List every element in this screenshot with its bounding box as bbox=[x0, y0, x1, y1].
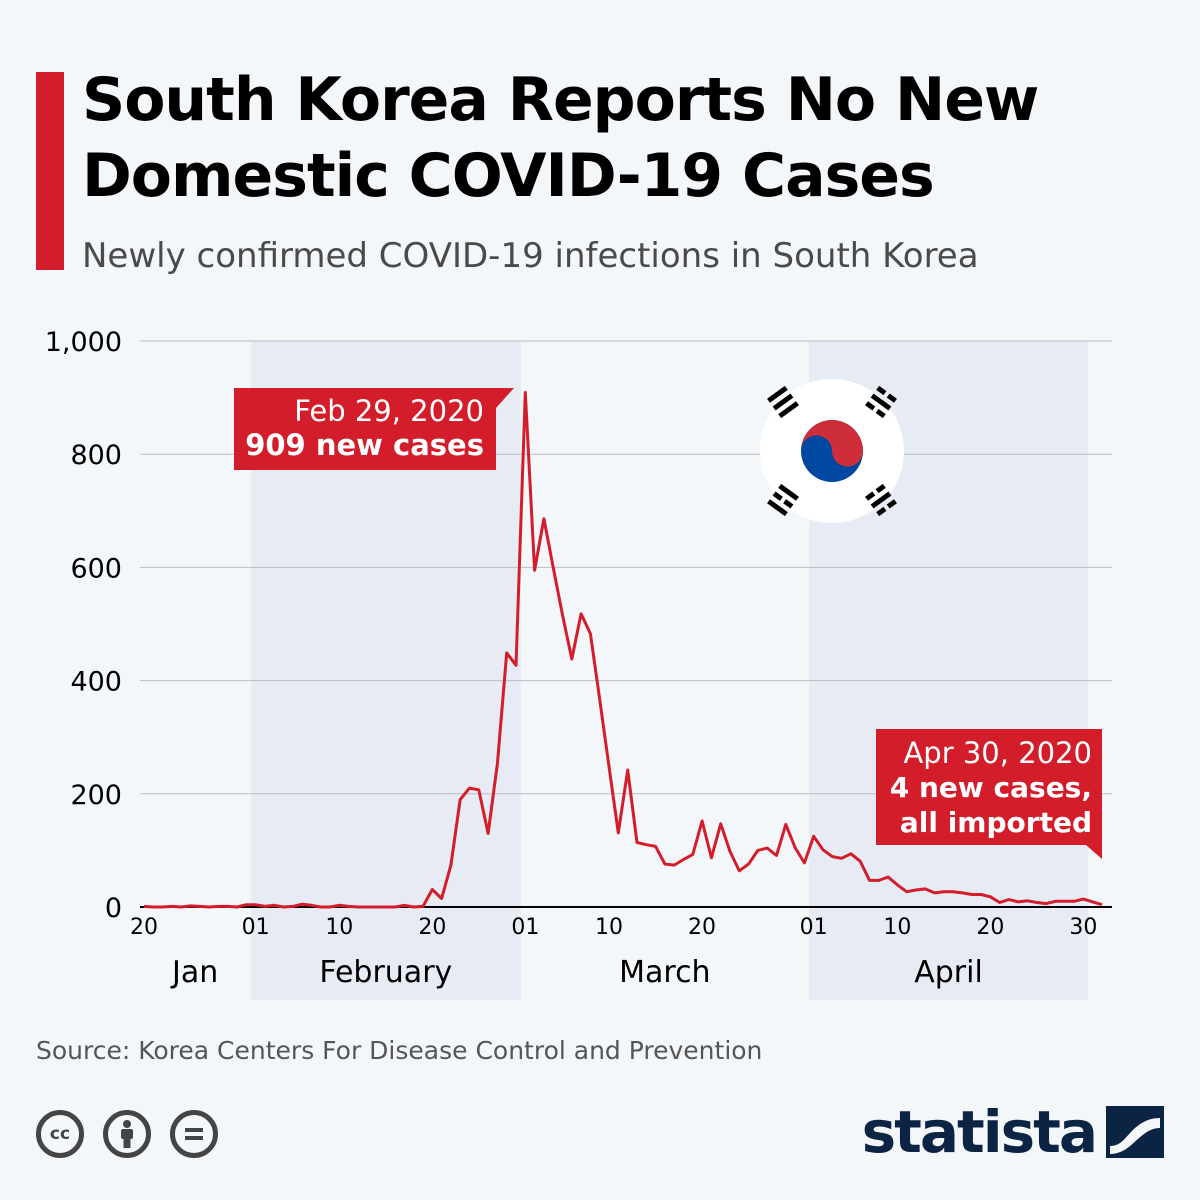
annotation-peak-text: 909 new cases bbox=[245, 428, 484, 462]
x-tick-label: 20 bbox=[418, 915, 446, 940]
brand-wordmark: statista bbox=[861, 1098, 1098, 1166]
page-title: South Korea Reports No New Domestic COVI… bbox=[82, 65, 1039, 211]
y-tick-label: 800 bbox=[70, 440, 122, 471]
annotation-latest-pointer bbox=[1086, 845, 1102, 859]
x-tick-label: 30 bbox=[1069, 915, 1097, 940]
annotation-latest-date: Apr 30, 2020 bbox=[903, 736, 1092, 770]
attribution-person-icon bbox=[103, 1110, 151, 1158]
month-label: April bbox=[914, 955, 983, 990]
x-tick-label: 10 bbox=[325, 915, 353, 940]
x-tick-label: 01 bbox=[800, 915, 828, 940]
south-korea-flag-icon bbox=[760, 379, 904, 523]
y-tick-label: 600 bbox=[70, 553, 122, 584]
x-tick-label: 01 bbox=[242, 915, 270, 940]
annotation-latest-box bbox=[876, 729, 1102, 845]
source-note: Source: Korea Centers For Disease Contro… bbox=[36, 1036, 763, 1065]
x-tick-label: 10 bbox=[595, 915, 623, 940]
x-tick-label: 20 bbox=[688, 915, 716, 940]
gridlines bbox=[140, 340, 1112, 908]
annotation-peak-date: Feb 29, 2020 bbox=[294, 394, 484, 428]
statista-logo[interactable]: statista bbox=[862, 1096, 1164, 1168]
month-label: Jan bbox=[170, 955, 218, 990]
no-derivatives-icon bbox=[170, 1110, 218, 1158]
chart-subtitle: Newly confirmed COVID-19 infections in S… bbox=[82, 236, 979, 276]
month-labels: Jan February March April bbox=[170, 955, 983, 990]
annotation-peak-pointer bbox=[496, 388, 514, 408]
x-tick-label: 01 bbox=[511, 915, 539, 940]
y-tick-label: 200 bbox=[70, 780, 122, 811]
y-axis: 0 200 400 600 800 1,000 bbox=[45, 327, 122, 924]
annotation-latest-text: all imported bbox=[900, 806, 1092, 839]
creative-commons-icon: cc bbox=[36, 1110, 84, 1158]
chart: 0 200 400 600 800 1,000 20 01 10 20 01 10 20 01 10 20 3… bbox=[45, 327, 1112, 1000]
x-tick-label: 20 bbox=[976, 915, 1004, 940]
month-label: February bbox=[319, 955, 452, 990]
license-icons: cc bbox=[36, 1110, 237, 1158]
y-tick-label: 400 bbox=[70, 667, 122, 698]
series-line-new-cases bbox=[143, 391, 1103, 909]
x-tick-label: 10 bbox=[883, 915, 911, 940]
annotation-peak-box bbox=[234, 388, 496, 470]
y-tick-label: 1,000 bbox=[45, 327, 122, 358]
x-tick-label: 20 bbox=[130, 915, 158, 940]
series-line bbox=[143, 391, 1103, 909]
annotation-latest-text: 4 new cases, bbox=[890, 771, 1092, 804]
accent-bar bbox=[36, 72, 64, 270]
month-label: March bbox=[619, 955, 710, 990]
statista-mark-icon bbox=[1106, 1106, 1164, 1158]
x-axis: 20 01 10 20 01 10 20 01 10 20 30 bbox=[130, 915, 1097, 940]
y-tick-label: 0 bbox=[105, 893, 122, 924]
